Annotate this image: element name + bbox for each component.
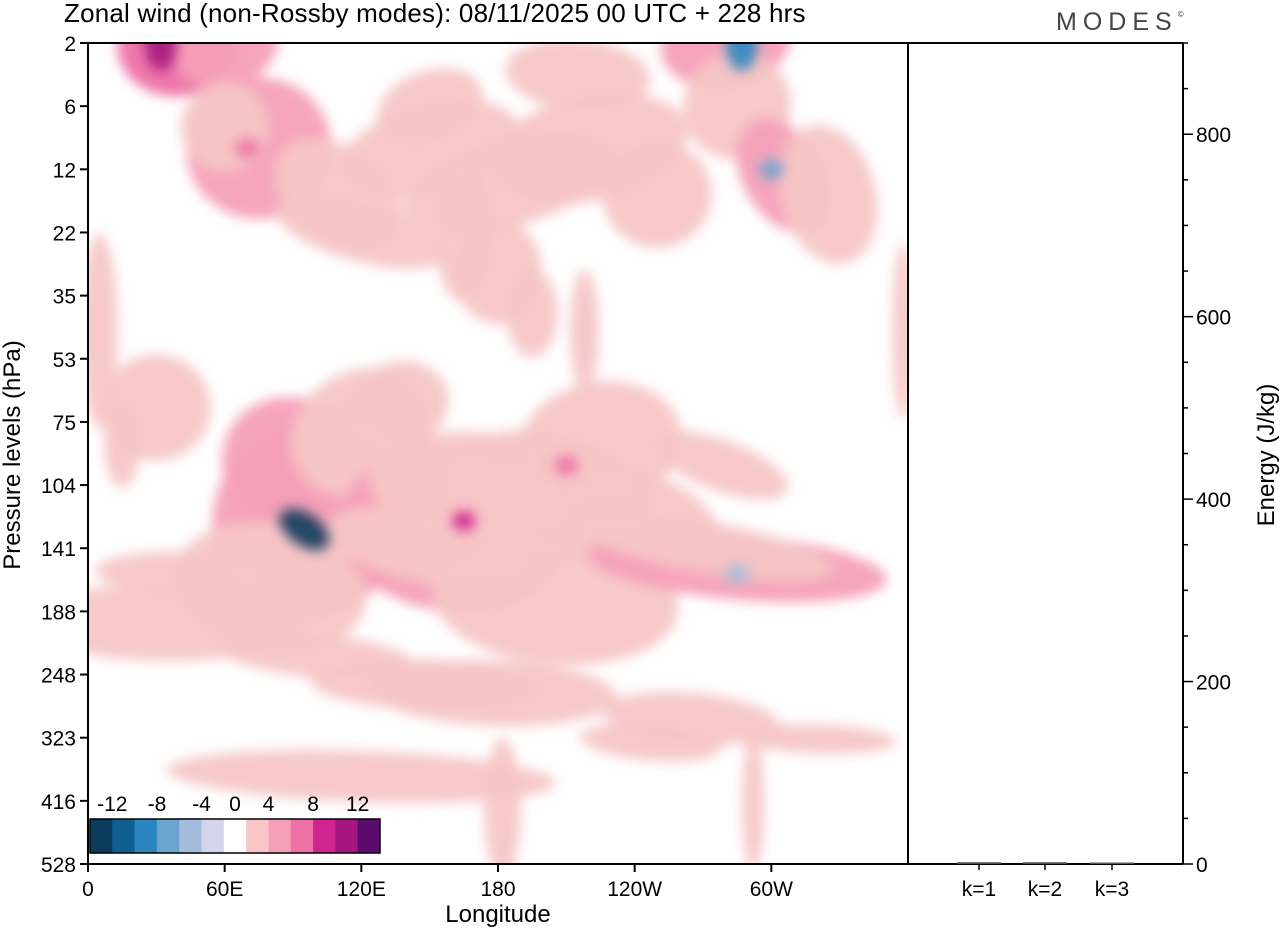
energy-tick-label: 200 [1196,672,1231,695]
y-axis-title: Pressure levels (hPa) [0,340,26,569]
colorbar-swatch [357,819,381,853]
colorbar-label: 4 [263,793,275,816]
contour-blob [654,431,789,500]
colorbar-label: -8 [148,793,167,816]
y-tick-label: 528 [41,854,76,877]
contour-blob [484,738,521,864]
colorbar-swatch [246,819,269,853]
energy-category-label: k=1 [962,878,996,901]
colorbar-swatch [90,819,113,853]
x-tick-label: 120E [337,878,386,901]
contour-blob [103,399,141,488]
x-tick-label: 0 [82,878,94,901]
y-tick-label: 12 [53,159,76,182]
contour-core-stratosphere-easterly [759,159,784,180]
energy-tick-label: 800 [1196,124,1231,147]
y-tick-label: 6 [64,96,76,119]
contour-core-tropopause-westerly-160E [451,510,476,531]
colorbar-swatch [335,819,359,853]
colorbar-swatch [179,819,203,853]
contour-core-tropopause-westerly-150W [554,455,579,476]
x-tick-label: 120W [607,878,662,901]
colorbar-swatch [134,819,158,853]
y-tick-label: 188 [41,601,76,624]
contour-field [88,43,908,864]
energy-bar [1023,862,1067,864]
energy-bar [957,862,1001,864]
contour-blob [580,723,722,762]
energy-bar [1090,862,1134,864]
colorbar-label: 12 [346,793,369,816]
contour-blob [737,724,897,754]
modes-logo: MODES© [1056,8,1184,36]
y-tick-label: 104 [41,475,76,498]
y-tick-label: 416 [41,791,76,814]
contour-core-upper-trop-easterly-70W [725,563,750,584]
contour-core-upper-stratosphere-easterly [725,43,758,71]
contour-core-upper-stratosphere-westerly [144,43,177,71]
colorbar-label: 0 [229,793,241,816]
energy-axis: 0 200 400 600 800 [1183,42,1231,877]
contour-blob [310,658,540,711]
x-tick-label: 60W [750,878,793,901]
contour-blob [892,242,908,420]
energy-tick-label: 400 [1196,489,1231,512]
chart-title: Zonal wind (non-Rossby modes): 08/11/202… [64,0,806,28]
colorbar-swatch [112,819,136,853]
y-axis: 2 6 12 22 35 53 75 104 141 188 248 323 416 528 [41,33,88,877]
contour-blob [602,141,713,248]
colorbar-swatch [156,819,180,853]
energy-category-label: k=2 [1028,878,1062,901]
x-tick-label: 60E [206,878,243,901]
contour-blob [778,125,878,264]
x-axis: 0 60E 120E 180 120W 60W [82,864,793,901]
x-tick-label: 180 [480,878,515,901]
colorbar-label: 8 [307,793,319,816]
y-tick-label: 35 [53,286,76,309]
colorbar-label: -12 [97,793,127,816]
energy-bars: k=1 k=2 k=3 [957,862,1134,901]
colorbar-frame [89,818,381,854]
contour-blob [342,361,449,454]
contour-blob [569,268,600,393]
logo-text: MODES [1056,8,1178,36]
colorbar-swatch [313,819,336,853]
energy-tick-label: 0 [1196,854,1208,877]
contour-blob [572,512,834,581]
contour-core-tropopause-easterly-jet [279,508,330,551]
colorbar: -12 -8 -4 0 4 8 12 [89,793,381,854]
colorbar-swatch [223,819,247,853]
contour-blob [506,268,558,358]
colorbar-swatch [201,819,225,853]
energy-category-label: k=3 [1095,878,1129,901]
y-tick-label: 2 [64,33,76,56]
colorbar-swatch [268,819,292,853]
contour-core-stratosphere-westerly [235,138,260,159]
colorbar-swatch [290,819,314,853]
y-tick-label: 53 [53,349,76,372]
y-tick-label: 22 [53,222,76,245]
contour-blob [742,732,765,864]
energy-axis-title: Energy (J/kg) [1253,384,1280,527]
contour-blob [275,196,448,269]
y-tick-label: 248 [41,665,76,688]
x-axis-title: Longitude [445,901,550,928]
contour-blob [95,551,273,596]
contour-blob [166,750,556,803]
y-tick-label: 141 [41,538,76,561]
y-tick-label: 75 [53,412,76,435]
energy-tick-label: 600 [1196,307,1231,330]
colorbar-label: -4 [192,793,211,816]
y-tick-label: 323 [41,728,76,751]
